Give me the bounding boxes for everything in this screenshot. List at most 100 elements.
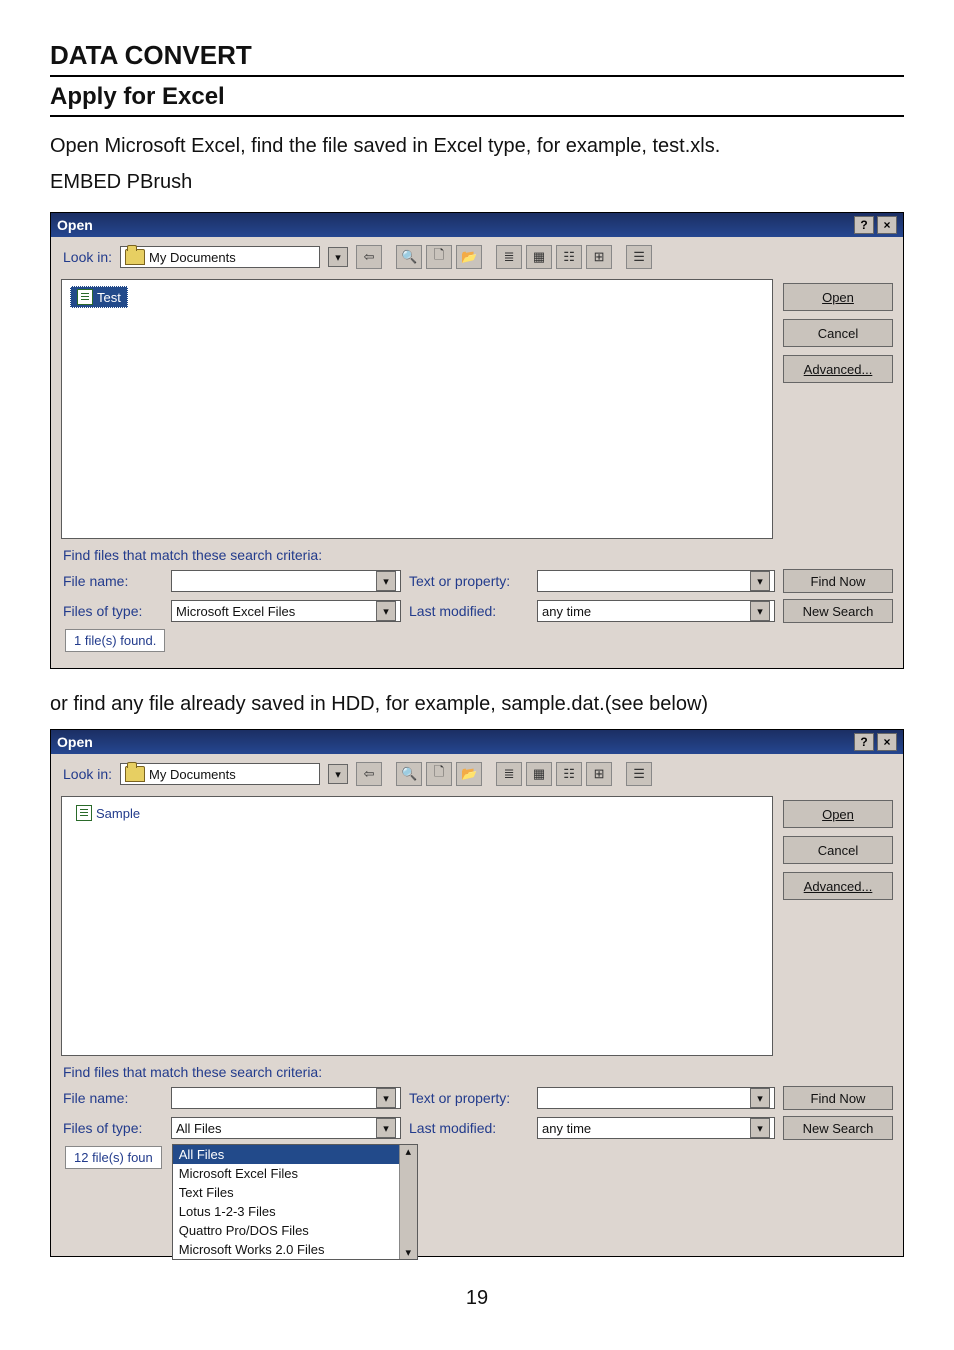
folder-icon xyxy=(125,766,145,782)
titlebar-close-button[interactable]: × xyxy=(877,733,897,751)
open-button[interactable]: Open xyxy=(783,800,893,828)
dropdown-item[interactable]: Microsoft Works 2.0 Files xyxy=(173,1240,417,1259)
search-criteria-header: Find files that match these search crite… xyxy=(63,1064,893,1080)
filetype-combo[interactable]: Microsoft Excel Files▾ xyxy=(171,600,401,622)
dropdown-scrollbar[interactable]: ▴▾ xyxy=(399,1145,417,1259)
chevron-down-icon[interactable]: ▾ xyxy=(376,1118,396,1138)
list-view-button[interactable]: ≣ xyxy=(496,762,522,786)
filename-combo[interactable]: ▾ xyxy=(171,1087,401,1109)
filename-label: File name: xyxy=(63,1090,163,1106)
lookin-label: Look in: xyxy=(63,249,112,265)
textprop-label: Text or property: xyxy=(409,573,529,589)
details-view-button[interactable]: ▦ xyxy=(526,762,552,786)
file-item-label: Sample xyxy=(96,806,140,821)
find-now-button[interactable]: Find Now xyxy=(783,1086,893,1110)
file-item-label: Test xyxy=(97,290,121,305)
lastmod-combo[interactable]: any time▾ xyxy=(537,1117,775,1139)
toolbar-buttons: ⇦ 🔍 🗋 📂 ≣ ▦ ☷ ⊞ ☰ xyxy=(356,245,652,269)
dropdown-item[interactable]: All Files xyxy=(173,1145,417,1164)
preview-view-button[interactable]: ⊞ xyxy=(586,762,612,786)
chevron-down-icon[interactable]: ▾ xyxy=(376,571,396,591)
lookin-value: My Documents xyxy=(149,767,236,782)
lookin-toolbar: Look in: My Documents ▾ ⇦ 🔍 🗋 📂 ≣ ▦ ☷ ⊞ … xyxy=(51,237,903,279)
excel-file-icon xyxy=(76,805,92,821)
find-now-button[interactable]: Find Now xyxy=(783,569,893,593)
filetype-label: Files of type: xyxy=(63,603,163,619)
filename-label: File name: xyxy=(63,573,163,589)
advanced-button[interactable]: Advanced... xyxy=(783,355,893,383)
list-view-button[interactable]: ≣ xyxy=(496,245,522,269)
toolbar-buttons: ⇦ 🔍 🗋 📂 ≣ ▦ ☷ ⊞ ☰ xyxy=(356,762,652,786)
dialog-titlebar: Open ? × xyxy=(51,730,903,754)
textprop-label: Text or property: xyxy=(409,1090,529,1106)
embed-text: EMBED PBrush xyxy=(50,171,904,194)
filetype-label: Files of type: xyxy=(63,1120,163,1136)
new-search-button[interactable]: New Search xyxy=(783,1116,893,1140)
lookin-dropdown-button[interactable]: ▾ xyxy=(328,247,348,267)
lookin-toolbar: Look in: My Documents ▾ ⇦ 🔍 🗋 📂 ≣ ▦ ☷ ⊞ … xyxy=(51,754,903,796)
chevron-down-icon[interactable]: ▾ xyxy=(750,1088,770,1108)
dropdown-item[interactable]: Quattro Pro/DOS Files xyxy=(173,1221,417,1240)
file-item[interactable]: Sample xyxy=(70,803,146,823)
titlebar-close-button[interactable]: × xyxy=(877,216,897,234)
chevron-down-icon[interactable]: ▾ xyxy=(376,1088,396,1108)
commands-button[interactable]: ☰ xyxy=(626,245,652,269)
textprop-combo[interactable]: ▾ xyxy=(537,570,775,592)
intro-paragraph: Open Microsoft Excel, find the file save… xyxy=(50,131,904,161)
file-item-selected[interactable]: Test xyxy=(70,286,128,308)
lookin-value: My Documents xyxy=(149,250,236,265)
titlebar-help-button[interactable]: ? xyxy=(854,733,874,751)
dialog-title: Open xyxy=(57,217,93,233)
folder-icon xyxy=(125,249,145,265)
details-view-button[interactable]: ▦ xyxy=(526,245,552,269)
subsection-title: Apply for Excel xyxy=(50,83,904,117)
chevron-down-icon[interactable]: ▾ xyxy=(376,601,396,621)
up-one-level-button[interactable]: ⇦ xyxy=(356,245,382,269)
lookin-dropdown-button[interactable]: ▾ xyxy=(328,764,348,784)
new-folder-button[interactable]: 📂 xyxy=(456,762,482,786)
excel-file-icon xyxy=(77,289,93,305)
lastmod-label: Last modified: xyxy=(409,603,529,619)
dropdown-item[interactable]: Lotus 1-2-3 Files xyxy=(173,1202,417,1221)
new-folder-button[interactable]: 📂 xyxy=(456,245,482,269)
dropdown-item[interactable]: Text Files xyxy=(173,1183,417,1202)
chevron-down-icon[interactable]: ▾ xyxy=(750,571,770,591)
lookin-combo[interactable]: My Documents xyxy=(120,763,320,785)
chevron-down-icon[interactable]: ▾ xyxy=(750,1118,770,1138)
delete-button[interactable]: 🗋 xyxy=(426,245,452,269)
lastmod-label: Last modified: xyxy=(409,1120,529,1136)
titlebar-help-button[interactable]: ? xyxy=(854,216,874,234)
search-web-button[interactable]: 🔍 xyxy=(396,762,422,786)
up-one-level-button[interactable]: ⇦ xyxy=(356,762,382,786)
chevron-down-icon[interactable]: ▾ xyxy=(750,601,770,621)
properties-view-button[interactable]: ☷ xyxy=(556,762,582,786)
mid-paragraph: or find any file already saved in HDD, f… xyxy=(50,689,904,719)
status-files-found: 12 file(s) foun xyxy=(65,1146,162,1169)
filename-combo[interactable]: ▾ xyxy=(171,570,401,592)
section-title: DATA CONVERT xyxy=(50,40,904,77)
dialog-titlebar: Open ? × xyxy=(51,213,903,237)
filetype-combo[interactable]: All Files▾ xyxy=(171,1117,401,1139)
dropdown-item[interactable]: Microsoft Excel Files xyxy=(173,1164,417,1183)
preview-view-button[interactable]: ⊞ xyxy=(586,245,612,269)
delete-button[interactable]: 🗋 xyxy=(426,762,452,786)
page-number: 19 xyxy=(50,1287,904,1310)
lookin-label: Look in: xyxy=(63,766,112,782)
cancel-button[interactable]: Cancel xyxy=(783,319,893,347)
commands-button[interactable]: ☰ xyxy=(626,762,652,786)
lookin-combo[interactable]: My Documents xyxy=(120,246,320,268)
properties-view-button[interactable]: ☷ xyxy=(556,245,582,269)
textprop-combo[interactable]: ▾ xyxy=(537,1087,775,1109)
open-dialog-1: Open ? × Look in: My Documents ▾ ⇦ 🔍 🗋 📂… xyxy=(50,212,904,669)
advanced-button[interactable]: Advanced... xyxy=(783,872,893,900)
file-list-pane[interactable]: Sample xyxy=(61,796,773,1056)
lastmod-combo[interactable]: any time▾ xyxy=(537,600,775,622)
filetype-dropdown-list[interactable]: All Files Microsoft Excel Files Text Fil… xyxy=(172,1144,418,1260)
cancel-button[interactable]: Cancel xyxy=(783,836,893,864)
file-list-pane[interactable]: Test xyxy=(61,279,773,539)
search-web-button[interactable]: 🔍 xyxy=(396,245,422,269)
new-search-button[interactable]: New Search xyxy=(783,599,893,623)
status-files-found: 1 file(s) found. xyxy=(65,629,165,652)
open-button[interactable]: Open xyxy=(783,283,893,311)
open-dialog-2: Open ? × Look in: My Documents ▾ ⇦ 🔍 🗋 📂… xyxy=(50,729,904,1257)
